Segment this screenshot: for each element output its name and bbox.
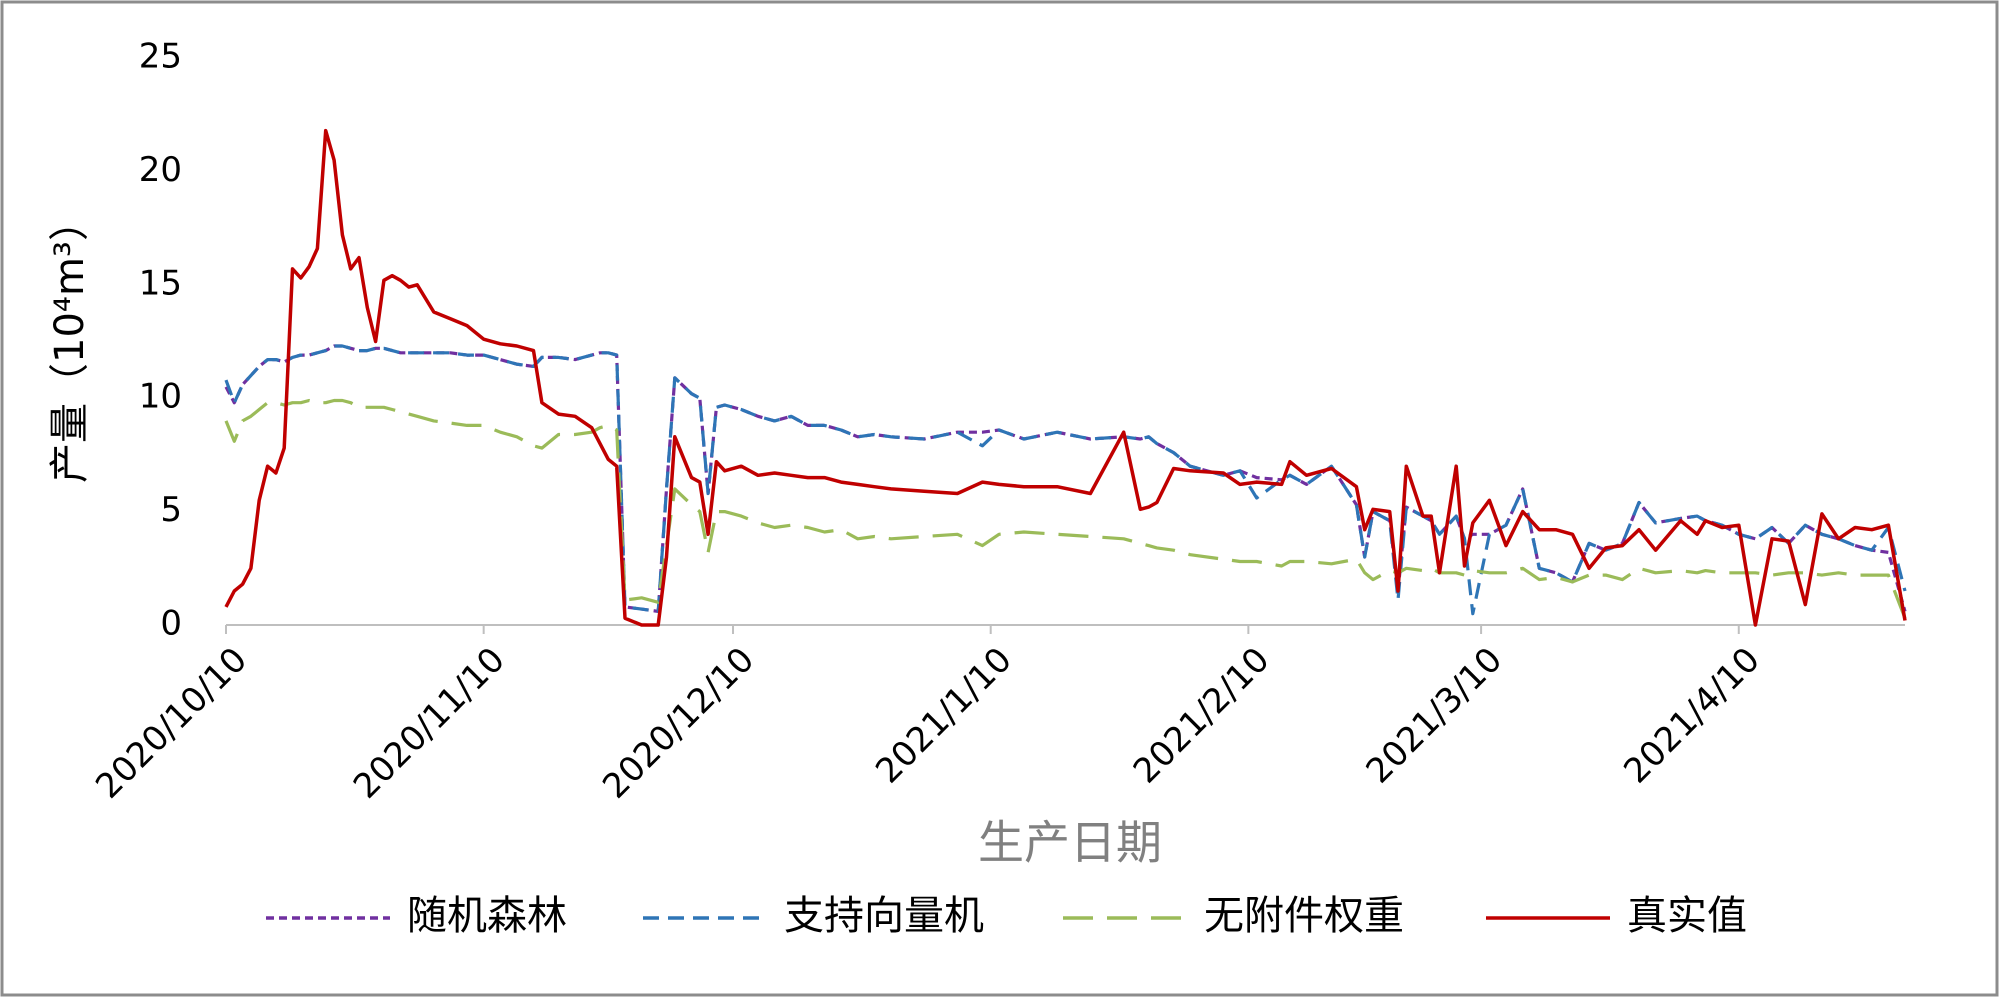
legend-item: 支持向量机 [643, 893, 984, 939]
legend-item: 无附件权重 [1063, 893, 1404, 939]
legend-label: 随机森林 [407, 893, 567, 939]
x-axis-label: 生产日期 [978, 816, 1162, 870]
series-line [224, 128, 1907, 627]
y-tick-label: 20 [139, 150, 182, 190]
legend-label: 真实值 [1627, 893, 1747, 939]
y-tick-label: 10 [139, 377, 182, 417]
legend-item: 真实值 [1486, 893, 1747, 939]
y-axis-label: 产量（10⁴m³） [47, 201, 93, 483]
series-line [224, 344, 1907, 616]
legend-item: 随机森林 [266, 893, 567, 939]
y-tick-label: 15 [139, 263, 182, 303]
series-line [224, 398, 1907, 619]
y-tick-label: 25 [139, 37, 182, 77]
y-tick-label: 5 [160, 490, 182, 530]
legend-label: 支持向量机 [784, 893, 984, 939]
y-tick-label: 0 [160, 604, 182, 644]
legend-label: 无附件权重 [1204, 893, 1404, 939]
